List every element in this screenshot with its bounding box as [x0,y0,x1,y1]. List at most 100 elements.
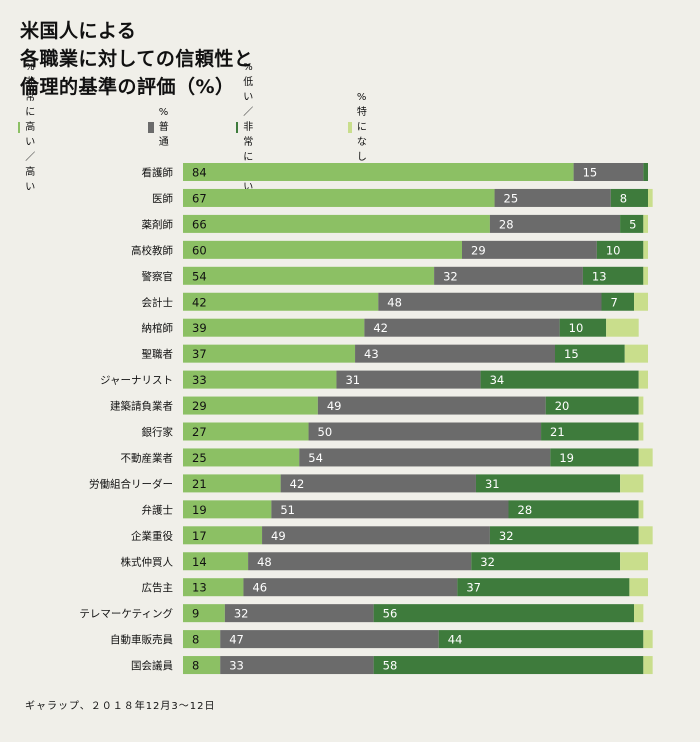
bar-row: 建築請負業者 29 49 20 [110,396,644,415]
source-note: ギャラップ、２０１８年12月3～12日 [25,701,216,712]
category-label: 聖職者 [142,349,174,361]
data-label-low-very-low: 8 [620,191,627,205]
data-label-very-high-high: 9 [192,607,199,621]
category-label: 建築請負業者 [110,400,173,413]
bar-segment-very-high-high [183,188,495,207]
chart-title-line-1: 米国人による [20,20,137,42]
bar-segment-average [355,344,555,363]
bar-segment-average [271,500,509,519]
category-label: 自動車販売員 [110,633,173,646]
bar-segment-average [317,396,546,415]
bar-segment-low-very-low [489,526,639,545]
bar-row: 納棺師 39 42 10 [142,318,639,337]
bar-row: 聖職者 37 43 15 [142,344,648,363]
bar-segment-low-very-low [541,422,639,441]
legend-swatch-very-high-high [18,121,21,133]
data-label-very-high-high: 67 [192,191,207,205]
bar-segment-no-opinion [634,604,644,623]
legend-label-no-opinion: %特になし [356,91,367,163]
bar-segment-no-opinion [638,500,644,519]
bar-segment-very-high-high [183,163,574,181]
data-label-average: 33 [229,659,244,673]
bar-row: 高校教師 60 29 10 [131,240,648,259]
bar-row: 企業重役 17 49 32 [131,526,653,545]
category-label: 看護師 [142,166,174,179]
bar-segment-very-high-high [183,370,337,389]
category-label: 企業重役 [131,529,173,542]
data-label-low-very-low: 28 [518,503,533,517]
bar-segment-low-very-low [582,266,644,285]
bar-row: 株式仲買人 14 48 32 [121,552,648,571]
bar-segment-no-opinion [643,214,648,233]
bar-segment-low-very-low [457,578,630,597]
bar-segment-very-high-high [183,266,435,285]
bar-row: 弁護士 19 51 28 [142,500,644,519]
data-label-low-very-low: 58 [383,659,398,673]
bar-segment-very-high-high [183,318,365,337]
bar-segment-no-opinion [638,448,653,467]
data-label-average: 15 [583,166,598,180]
bar-segment-very-high-high [183,422,309,441]
data-label-low-very-low: 31 [485,477,500,491]
bar-segment-no-opinion [634,292,648,311]
data-label-average: 42 [373,321,388,335]
data-label-average: 48 [387,295,402,309]
bar-segment-very-high-high [183,552,249,571]
legend-item-average: %普通 [148,107,174,148]
bar-segment-average [308,422,542,441]
data-label-very-high-high: 39 [192,321,207,335]
bar-segment-low-very-low [643,163,648,181]
bar-segment-no-opinion [643,266,648,285]
bar-row: 銀行家 27 50 21 [142,422,644,441]
bar-segment-very-high-high [183,500,272,519]
category-label: 高校教師 [131,244,173,257]
bar-row: 広告主 13 46 37 [142,578,648,597]
bar-segment-very-high-high [183,344,356,363]
category-label: 薬剤師 [142,218,174,231]
bar-segment-average [378,292,602,311]
bar-segment-low-very-low [480,370,639,389]
category-label: 医師 [152,192,173,205]
bar-segment-no-opinion [648,188,653,207]
bar-segment-low-very-low [508,500,639,519]
data-label-average: 49 [271,529,286,543]
data-label-very-high-high: 14 [192,555,207,569]
bar-segment-low-very-low [438,630,644,649]
bar-row: 警察官 54 32 13 [142,266,648,285]
data-label-very-high-high: 19 [192,503,207,517]
bar-segment-low-very-low [620,214,644,233]
category-label: 国会議員 [131,659,173,672]
data-label-average: 54 [308,451,323,465]
chart-title-line-2: 各職業に対しての信頼性と [20,48,254,70]
bar-segment-low-very-low [559,318,607,337]
legend-swatch-average [148,121,154,133]
data-label-very-high-high: 27 [192,425,207,439]
bar-row: 医師 67 25 8 [152,188,653,207]
data-label-average: 49 [327,399,342,413]
bar-row: 薬剤師 66 28 5 [142,214,648,233]
data-label-very-high-high: 21 [192,477,207,491]
data-label-average: 47 [229,633,244,647]
bar-segment-no-opinion [638,396,644,415]
legend-item-very-high-high: %非常に高い／高い [18,62,44,193]
bar-segment-low-very-low [610,188,648,207]
bar-segment-no-opinion [606,318,639,337]
category-label: ジャーナリスト [100,375,173,387]
category-label: テレマーケティング [79,607,173,620]
data-label-low-very-low: 10 [606,243,621,257]
bar-segment-no-opinion [638,526,653,545]
bar-segment-very-high-high [183,474,281,493]
bar-segment-average [248,552,472,571]
category-label: 広告主 [142,581,174,594]
data-label-average: 48 [257,555,272,569]
data-label-very-high-high: 84 [192,166,207,180]
bar-row: 看護師 84 15 [142,163,648,181]
data-label-average: 46 [252,581,267,595]
data-label-very-high-high: 29 [192,399,207,413]
data-label-low-very-low: 19 [559,451,574,465]
legend-item-no-opinion: %特になし [348,92,374,163]
bar-segment-average [573,163,644,181]
data-label-average: 31 [345,373,360,387]
bar-segment-no-opinion [638,422,644,441]
bar-segment-very-high-high [183,240,462,259]
